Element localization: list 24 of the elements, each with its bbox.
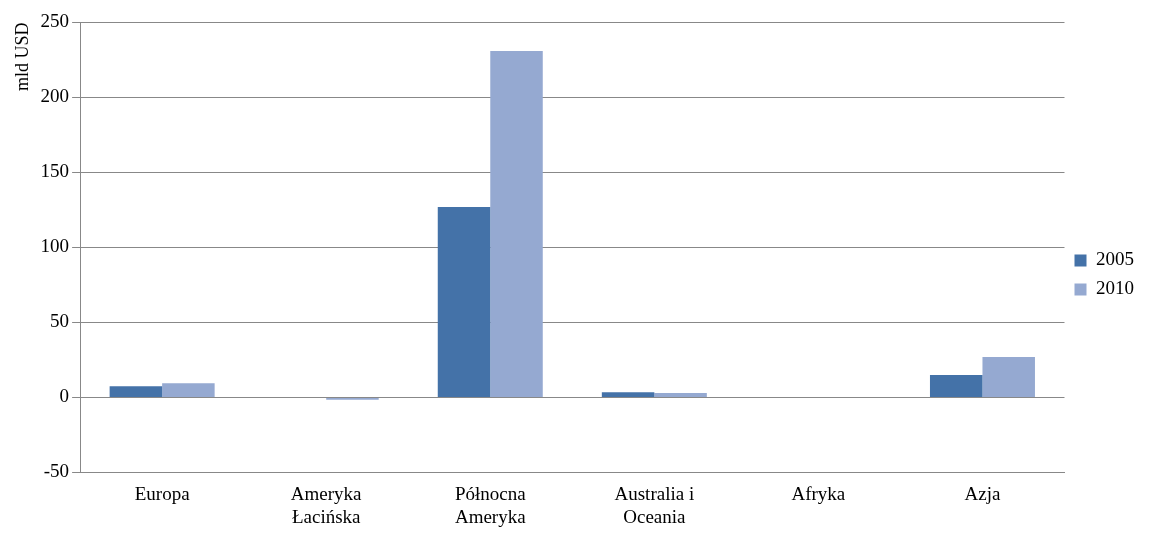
bar xyxy=(601,392,655,397)
x-tick-label: Australia i Oceania xyxy=(614,482,695,527)
bar xyxy=(982,356,1035,397)
x-tick-label: Azja xyxy=(964,482,1001,504)
y-tick-label: 0 xyxy=(59,385,70,407)
x-tick-label: Europa xyxy=(134,482,191,504)
bar xyxy=(162,383,215,397)
bar xyxy=(490,50,543,397)
y-tick-label: 100 xyxy=(40,235,70,257)
x-tick-label: Północna Ameryka xyxy=(454,482,527,527)
y-tick-label: 200 xyxy=(40,85,70,107)
legend-label: 2005 xyxy=(1096,248,1134,270)
bar xyxy=(109,386,163,397)
y-tick-label: -50 xyxy=(43,460,70,482)
y-tick-label: 150 xyxy=(40,160,70,182)
legend-label: 2010 xyxy=(1096,277,1134,299)
x-tick-label: Afryka xyxy=(791,482,846,504)
y-tick-label: 50 xyxy=(50,310,70,332)
bar xyxy=(929,374,983,397)
y-tick-label: 250 xyxy=(40,10,70,32)
x-tick-label: Ameryka Łacińska xyxy=(290,482,363,527)
y-axis-title: mld USD xyxy=(11,22,32,91)
bar xyxy=(654,392,707,397)
bar xyxy=(437,206,491,397)
